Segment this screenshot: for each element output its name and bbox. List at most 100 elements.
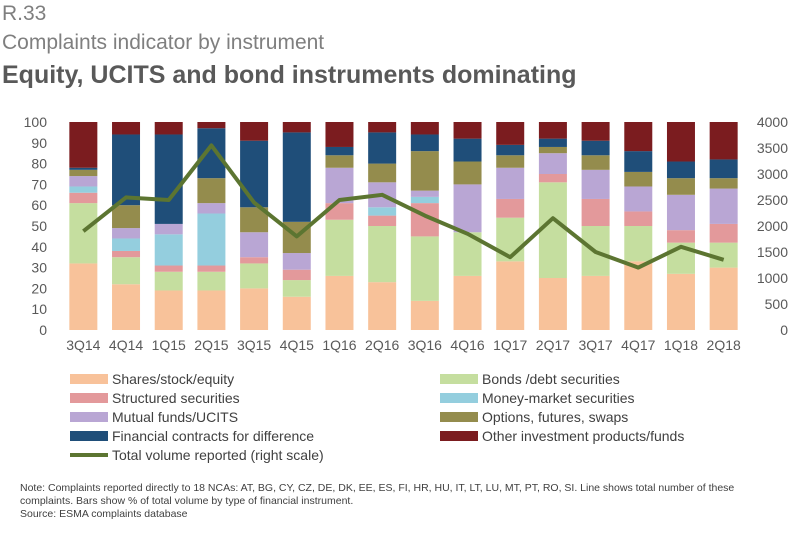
bar-segment-financial-contracts-for-difference-2Q17 — [538, 138, 567, 147]
y2-tick-label-7: 3500 — [757, 140, 788, 156]
bar-segment-shares-stock-equity-1Q16 — [325, 275, 354, 330]
bar-segment-mutual-funds-ucits-2Q17 — [538, 153, 567, 174]
bar-segment-options-futures-swaps-3Q17 — [581, 155, 610, 170]
bar-segment-options-futures-swaps-1Q18 — [666, 178, 695, 195]
x-tick-label-3Q15: 3Q15 — [237, 337, 271, 353]
y2-tick-label-8: 4000 — [757, 114, 788, 130]
legend-item-5: Options, futures, swaps — [440, 408, 628, 426]
legend-swatch — [440, 393, 478, 404]
legend-swatch — [70, 374, 108, 385]
bar-segment-options-futures-swaps-2Q17 — [538, 146, 567, 154]
x-tick-label-2Q17: 2Q17 — [536, 337, 570, 353]
legend-label: Mutual funds/UCITS — [112, 409, 239, 425]
bar-segment-options-futures-swaps-3Q16 — [410, 151, 439, 191]
x-tick-label-4Q17: 4Q17 — [621, 337, 655, 353]
x-tick-label-2Q18: 2Q18 — [707, 337, 741, 353]
bar-segment-bonds-debt-securities-4Q14 — [112, 257, 141, 285]
legend-swatch — [70, 393, 108, 404]
legend-label: Money-market securities — [482, 390, 635, 406]
bar-segment-mutual-funds-ucits-3Q14 — [69, 176, 98, 187]
legend-label: Financial contracts for difference — [112, 428, 315, 444]
bar-segment-financial-contracts-for-difference-3Q15 — [240, 140, 269, 208]
bar-segment-other-investment-products-funds-3Q17 — [581, 122, 610, 141]
bar-segment-shares-stock-equity-4Q16 — [453, 275, 482, 330]
y2-tick-label-5: 2500 — [757, 192, 788, 208]
bar-segment-options-futures-swaps-2Q15 — [197, 178, 226, 204]
bar-segment-mutual-funds-ucits-1Q15 — [154, 223, 183, 235]
bar-segment-structured-securities-2Q15 — [197, 265, 226, 272]
y2-tick-label-6: 3000 — [757, 166, 788, 182]
bar-segment-structured-securities-1Q16 — [325, 203, 354, 220]
bar-segment-shares-stock-equity-2Q16 — [368, 282, 397, 330]
bar-segment-other-investment-products-funds-2Q16 — [368, 122, 397, 133]
bar-segment-bonds-debt-securities-3Q15 — [240, 263, 269, 289]
x-tick-label-2Q16: 2Q16 — [365, 337, 399, 353]
bar-segment-other-investment-products-funds-4Q14 — [112, 122, 141, 135]
y2-tick-label-2: 1000 — [757, 270, 788, 286]
x-tick-label-4Q15: 4Q15 — [280, 337, 314, 353]
bar-segment-financial-contracts-for-difference-2Q18 — [709, 159, 738, 179]
bar-segment-shares-stock-equity-1Q18 — [666, 273, 695, 330]
bar-segment-mutual-funds-ucits-3Q15 — [240, 232, 269, 258]
bar-segment-mutual-funds-ucits-3Q16 — [410, 190, 439, 197]
bar-segment-money-market-securities-3Q14 — [69, 186, 98, 193]
bar-segment-options-futures-swaps-1Q16 — [325, 155, 354, 168]
chart-note: Note: Complaints reported directly to 18… — [20, 482, 790, 521]
y-tick-label-7: 70 — [31, 176, 47, 192]
bar-segment-shares-stock-equity-3Q16 — [410, 300, 439, 330]
bar-segment-options-futures-swaps-4Q16 — [453, 161, 482, 185]
bar-segment-bonds-debt-securities-3Q16 — [410, 236, 439, 301]
y-tick-label-8: 80 — [31, 156, 47, 172]
bar-segment-financial-contracts-for-difference-3Q17 — [581, 140, 610, 156]
bar-segment-mutual-funds-ucits-4Q14 — [112, 228, 141, 239]
note-text: Note: Complaints reported directly to 18… — [20, 482, 735, 507]
bar-segment-shares-stock-equity-3Q17 — [581, 275, 610, 330]
source-text: Source: ESMA complaints database — [20, 508, 188, 520]
bar-segment-other-investment-products-funds-1Q18 — [666, 122, 695, 162]
bar-segment-shares-stock-equity-4Q17 — [624, 261, 653, 330]
legend-item-2: Structured securities — [70, 389, 240, 407]
chart-reference: R.33 — [2, 2, 47, 25]
stacked-bar-chart: 0102030405060708090100050010001500200025… — [24, 114, 789, 353]
bar-segment-structured-securities-3Q14 — [69, 192, 98, 204]
bar-segment-money-market-securities-4Q14 — [112, 238, 141, 251]
bar-segment-structured-securities-4Q15 — [282, 269, 311, 281]
bar-segment-financial-contracts-for-difference-3Q16 — [410, 134, 439, 152]
x-tick-label-1Q16: 1Q16 — [322, 337, 356, 353]
total-volume-line — [82, 143, 725, 270]
legend-label: Structured securities — [112, 390, 240, 406]
bar-segment-other-investment-products-funds-3Q16 — [410, 122, 439, 135]
bar-segment-money-market-securities-2Q16 — [368, 207, 397, 216]
x-tick-label-1Q15: 1Q15 — [152, 337, 186, 353]
bar-segment-options-futures-swaps-2Q16 — [368, 163, 397, 183]
x-tick-label-3Q17: 3Q17 — [578, 337, 612, 353]
y-tick-label-1: 10 — [31, 301, 47, 317]
legend-item-1: Bonds /debt securities — [440, 370, 620, 388]
legend-label: Total volume reported (right scale) — [112, 447, 324, 463]
bar-segment-shares-stock-equity-2Q17 — [538, 278, 567, 330]
bar-segment-financial-contracts-for-difference-1Q18 — [666, 161, 695, 179]
bar-segment-financial-contracts-for-difference-2Q15 — [197, 128, 226, 179]
bar-segment-bonds-debt-securities-3Q14 — [69, 203, 98, 264]
x-tick-label-4Q16: 4Q16 — [450, 337, 484, 353]
chart-subtitle: Complaints indicator by instrument — [2, 31, 325, 54]
bar-segment-structured-securities-2Q16 — [368, 215, 397, 226]
bar-segment-money-market-securities-1Q15 — [154, 234, 183, 266]
bar-segment-bonds-debt-securities-1Q15 — [154, 271, 183, 291]
bar-segment-shares-stock-equity-3Q14 — [69, 263, 98, 330]
bar-segment-financial-contracts-for-difference-4Q15 — [282, 132, 311, 222]
legend-swatch — [440, 412, 478, 423]
legend-label: Shares/stock/equity — [112, 371, 235, 387]
legend-label: Bonds /debt securities — [482, 371, 620, 387]
bar-segment-other-investment-products-funds-4Q15 — [282, 122, 311, 133]
y-tick-label-6: 60 — [31, 197, 47, 213]
legend-item-6: Financial contracts for difference — [70, 427, 314, 445]
bar-segment-mutual-funds-ucits-4Q16 — [453, 184, 482, 233]
bar-segment-structured-securities-3Q17 — [581, 198, 610, 226]
bar-segment-financial-contracts-for-difference-1Q15 — [154, 134, 183, 224]
y-tick-label-4: 40 — [31, 239, 47, 255]
bar-segment-shares-stock-equity-2Q18 — [709, 267, 738, 330]
bar-segment-shares-stock-equity-4Q15 — [282, 296, 311, 330]
bar-segment-mutual-funds-ucits-4Q15 — [282, 253, 311, 270]
bar-segment-other-investment-products-funds-2Q15 — [197, 122, 226, 129]
